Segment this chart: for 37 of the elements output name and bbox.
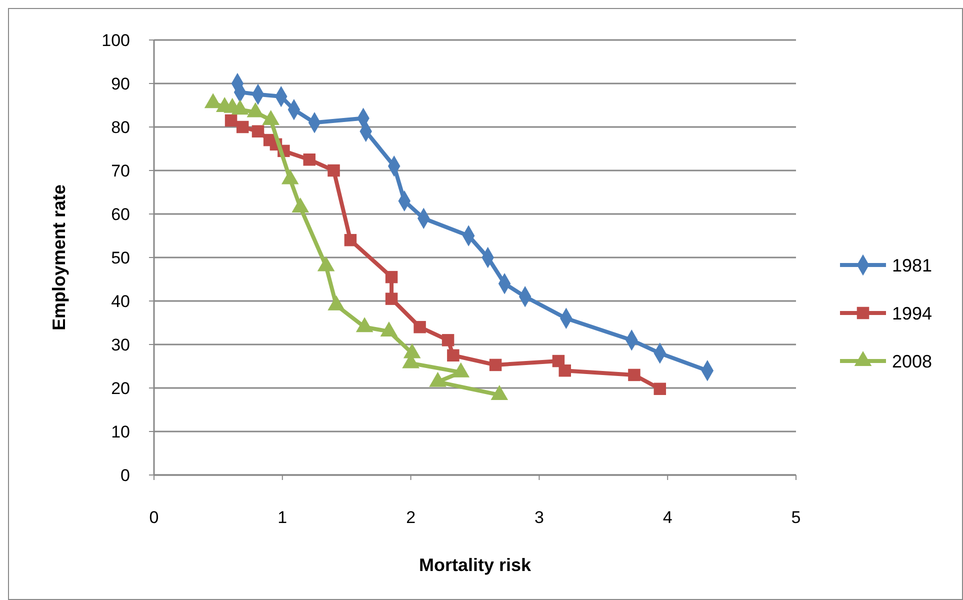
y-tick-label: 100 — [102, 30, 130, 50]
x-tick-label: 1 — [278, 508, 288, 527]
legend-label: 2008 — [892, 351, 932, 372]
y-tick-label: 40 — [111, 292, 130, 311]
y-axis-title: Employment rate — [49, 184, 69, 331]
y-tick-label: 80 — [111, 118, 130, 137]
y-tick-label: 10 — [111, 422, 130, 442]
legend-label: 1981 — [892, 255, 932, 276]
point — [252, 125, 264, 138]
x-tick-label: 4 — [662, 508, 672, 527]
y-tick-label: 70 — [111, 161, 130, 180]
point — [414, 320, 426, 334]
x-tick-label: 3 — [534, 508, 544, 527]
y-tick-label: 0 — [120, 466, 130, 485]
point — [236, 120, 249, 134]
y-tick-label: 20 — [111, 378, 130, 398]
x-axis-title: Mortality risk — [418, 555, 532, 575]
y-tick-label: 50 — [111, 248, 130, 268]
point — [628, 368, 640, 382]
point — [224, 114, 238, 127]
point — [344, 234, 357, 246]
x-tick-label: 2 — [406, 508, 416, 527]
y-tick-label: 30 — [111, 335, 130, 354]
point — [303, 154, 316, 166]
y-tick-label: 60 — [111, 204, 130, 224]
point — [385, 270, 398, 284]
point — [328, 164, 340, 177]
point — [442, 334, 454, 346]
point — [558, 364, 572, 377]
x-tick-label: 0 — [149, 508, 159, 527]
point — [447, 349, 460, 362]
point — [385, 292, 398, 305]
y-tick-label: 90 — [111, 74, 130, 94]
point — [489, 358, 502, 372]
x-tick-label: 5 — [791, 508, 801, 527]
legend-label: 1994 — [892, 303, 932, 324]
point — [654, 382, 666, 395]
